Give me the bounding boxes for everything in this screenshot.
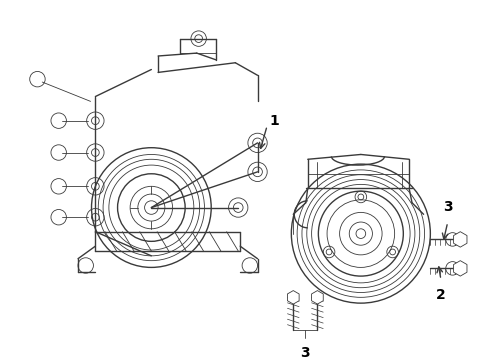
Polygon shape <box>288 291 299 304</box>
Polygon shape <box>312 291 323 304</box>
Polygon shape <box>454 232 467 247</box>
Text: 3: 3 <box>300 346 310 360</box>
Text: 2: 2 <box>436 288 446 302</box>
Text: 3: 3 <box>443 200 453 214</box>
Text: 1: 1 <box>269 114 279 128</box>
Polygon shape <box>454 261 467 276</box>
